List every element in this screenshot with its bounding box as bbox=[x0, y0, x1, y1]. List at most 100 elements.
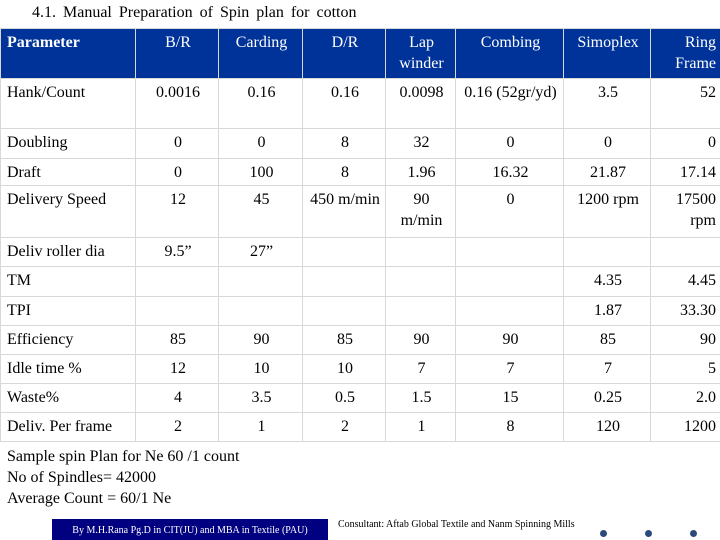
table-cell: 27” bbox=[218, 237, 303, 267]
table-cell: 8 bbox=[302, 158, 386, 186]
table-cell: 52 bbox=[650, 78, 720, 129]
table-cell bbox=[455, 266, 564, 297]
table-cell: 90 bbox=[455, 325, 564, 355]
table-cell: 16.32 bbox=[455, 158, 564, 186]
table-cell: 0.5 bbox=[302, 383, 386, 413]
spin-plan-table: Parameter B/R Carding D/R Lap winder Combing S… bbox=[0, 28, 720, 442]
table-cell bbox=[302, 266, 386, 297]
header-cell: Parameter bbox=[0, 28, 136, 79]
table-cell: 7 bbox=[385, 354, 456, 384]
table-cell: 2.0 bbox=[650, 383, 720, 413]
table-cell: 100 bbox=[218, 158, 303, 186]
table-cell: 3.5 bbox=[218, 383, 303, 413]
table-cell: 1.87 bbox=[563, 296, 651, 326]
table-row: Hank/Count 0.0016 0.16 0.16 0.0098 0.16 (52gr… bbox=[0, 78, 720, 129]
header-cell: B/R bbox=[135, 28, 219, 79]
row-label: Doubling bbox=[0, 128, 136, 159]
note-line: Average Count = 60/1 Ne bbox=[7, 490, 172, 507]
table-cell: 0.0016 bbox=[135, 78, 219, 129]
notes: Sample spin Plan for Ne 60 /1 count No of… bbox=[7, 446, 239, 509]
table-cell: 0.16 (52gr/yd) bbox=[455, 78, 564, 129]
decor-dot bbox=[600, 530, 607, 537]
table-cell: 90 bbox=[385, 325, 456, 355]
table-cell: 0.16 bbox=[218, 78, 303, 129]
table-cell: 17.14 bbox=[650, 158, 720, 186]
table-cell: 4.35 bbox=[563, 266, 651, 297]
table-cell: 45 bbox=[218, 185, 303, 238]
table-cell: 5 bbox=[650, 354, 720, 384]
table-row: Draft 0 100 8 1.96 16.32 21.87 17.14 bbox=[0, 158, 720, 186]
row-label: Efficiency bbox=[0, 325, 136, 355]
table-cell: 4 bbox=[135, 383, 219, 413]
header-cell: Combing bbox=[455, 28, 564, 79]
table-cell: 0 bbox=[135, 158, 219, 186]
table-cell: 15 bbox=[455, 383, 564, 413]
table-cell: 0 bbox=[650, 128, 720, 159]
table-cell: 4.45 bbox=[650, 266, 720, 297]
table-cell bbox=[302, 296, 386, 326]
table-cell: 7 bbox=[455, 354, 564, 384]
table-cell: 0 bbox=[455, 185, 564, 238]
row-label: TM bbox=[0, 266, 136, 297]
table-cell: 1 bbox=[385, 412, 456, 442]
table-row: TM 4.35 4.45 bbox=[0, 266, 720, 297]
table-cell bbox=[650, 237, 720, 267]
author-box: By M.H.Rana Pg.D in CIT(JU) and MBA in T… bbox=[52, 519, 328, 540]
table-cell: 85 bbox=[135, 325, 219, 355]
decor-dot bbox=[645, 530, 652, 537]
table-cell: 0 bbox=[563, 128, 651, 159]
table-cell: 33.30 bbox=[650, 296, 720, 326]
table-row: Doubling 0 0 8 32 0 0 0 bbox=[0, 128, 720, 159]
table-cell: 0 bbox=[135, 128, 219, 159]
table-cell bbox=[218, 266, 303, 297]
table-row: Waste% 4 3.5 0.5 1.5 15 0.25 2.0 bbox=[0, 383, 720, 413]
table-cell: 2 bbox=[302, 412, 386, 442]
table-cell: 0.0098 bbox=[385, 78, 456, 129]
table-row: Idle time % 12 10 10 7 7 7 5 bbox=[0, 354, 720, 384]
table-cell: 0 bbox=[455, 128, 564, 159]
table-cell bbox=[563, 237, 651, 267]
table-cell: 1.5 bbox=[385, 383, 456, 413]
table-cell bbox=[385, 237, 456, 267]
header-cell: Ring Frame bbox=[650, 28, 720, 79]
table-cell: 2 bbox=[135, 412, 219, 442]
table-cell: 7 bbox=[563, 354, 651, 384]
table-cell: 12 bbox=[135, 354, 219, 384]
table-row: Delivery Speed 12 45 450 m/min 90 m/min 0 1200… bbox=[0, 185, 720, 238]
table-cell: 85 bbox=[302, 325, 386, 355]
table-cell: 450 m/min bbox=[302, 185, 386, 238]
table-cell: 1.96 bbox=[385, 158, 456, 186]
decor-dot bbox=[690, 530, 697, 537]
table-cell: 85 bbox=[563, 325, 651, 355]
note-line: No of Spindles= 42000 bbox=[7, 469, 157, 486]
table-cell: 17500 rpm bbox=[650, 185, 720, 238]
row-label: Deliv roller dia bbox=[0, 237, 136, 267]
table-row: Deliv roller dia 9.5” 27” bbox=[0, 237, 720, 267]
table-cell: 10 bbox=[302, 354, 386, 384]
row-label: Idle time % bbox=[0, 354, 136, 384]
header-cell: Lap winder bbox=[385, 28, 456, 79]
table-row: TPI 1.87 33.30 bbox=[0, 296, 720, 326]
table-row: Efficiency 85 90 85 90 90 85 90 bbox=[0, 325, 720, 355]
header-row: Parameter B/R Carding D/R Lap winder Combing S… bbox=[0, 28, 720, 79]
table-cell: 1200 rpm bbox=[563, 185, 651, 238]
consultant-note: Consultant: Aftab Global Textile and Nan… bbox=[338, 519, 575, 530]
table-cell: 21.87 bbox=[563, 158, 651, 186]
table-cell: 12 bbox=[135, 185, 219, 238]
row-label: Delivery Speed bbox=[0, 185, 136, 238]
table-body: Hank/Count 0.0016 0.16 0.16 0.0098 0.16 (52gr… bbox=[0, 78, 720, 442]
slide-title: 4.1. Manual Preparation of Spin plan for… bbox=[32, 4, 357, 21]
table-cell: 90 bbox=[218, 325, 303, 355]
table-cell bbox=[135, 266, 219, 297]
table-cell bbox=[218, 296, 303, 326]
table-cell: 90 bbox=[650, 325, 720, 355]
row-label: TPI bbox=[0, 296, 136, 326]
table-cell bbox=[455, 296, 564, 326]
table-cell bbox=[135, 296, 219, 326]
row-label: Hank/Count bbox=[0, 78, 136, 129]
header-cell: D/R bbox=[302, 28, 386, 79]
table-cell: 0.25 bbox=[563, 383, 651, 413]
table-cell: 8 bbox=[302, 128, 386, 159]
table-cell: 10 bbox=[218, 354, 303, 384]
